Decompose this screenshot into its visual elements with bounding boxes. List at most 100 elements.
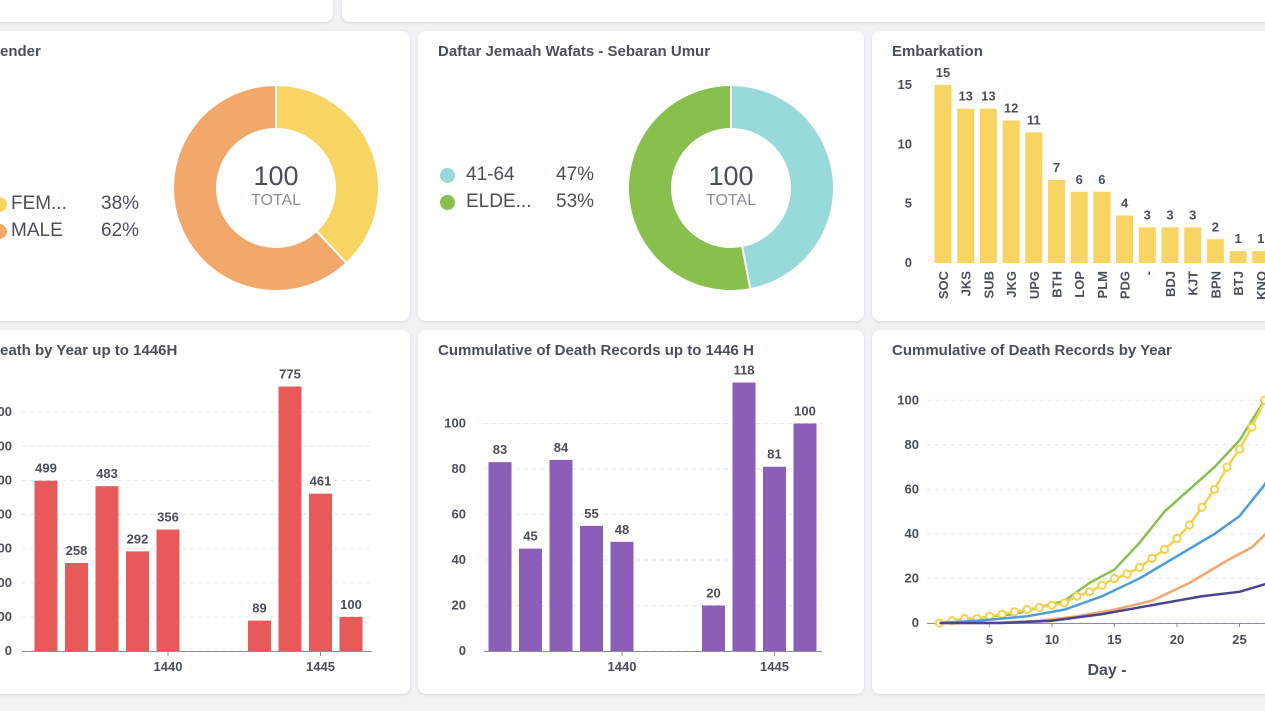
cumulative-by-year-card: Cummulative of Death Records by Year 0 20… bbox=[872, 330, 1265, 694]
bar-1439[interactable] bbox=[126, 551, 149, 651]
data-label: 48 bbox=[615, 522, 629, 537]
legend-pct: 47% bbox=[556, 164, 595, 185]
bar-1439[interactable] bbox=[580, 525, 603, 651]
bar-1444[interactable] bbox=[278, 386, 302, 651]
bar-1440[interactable] bbox=[156, 529, 180, 651]
cumulative-1446-bar-chart[interactable]: 0 20 40 60 80 100 83 45 84 55 48 20 118 81 100 1440 1445 bbox=[418, 330, 864, 694]
bar-1436[interactable] bbox=[34, 480, 58, 651]
x-tick-label: 20 bbox=[1170, 632, 1184, 647]
series-line-2[interactable] bbox=[939, 463, 1265, 625]
x-tick-label: 1445 bbox=[760, 659, 789, 674]
legend-item-male[interactable]: MALE 62% bbox=[0, 220, 160, 244]
x-tick-label: UPG bbox=[1027, 271, 1042, 299]
bar-1446[interactable] bbox=[339, 616, 363, 651]
bar-1437[interactable] bbox=[65, 562, 88, 651]
donut-slice-male[interactable] bbox=[172, 83, 348, 292]
series-point bbox=[1122, 569, 1132, 579]
series-point bbox=[1259, 395, 1265, 405]
embarkation-bar-chart[interactable]: 05101515SOC13JKS13SUB12JKG11UPG7BTH6LOP6… bbox=[872, 31, 1265, 321]
top-card-left bbox=[0, 0, 333, 22]
legend-pct: 38% bbox=[101, 193, 140, 214]
series-point bbox=[1059, 598, 1070, 608]
donut-total-label: TOTAL bbox=[250, 192, 302, 209]
series-point bbox=[1047, 600, 1057, 610]
y-tick-label: 60 bbox=[452, 507, 466, 522]
bar-kno[interactable] bbox=[1252, 251, 1265, 263]
bar-1445[interactable] bbox=[309, 493, 332, 651]
legend-item-elderly[interactable]: ELDE... 53% bbox=[440, 191, 610, 215]
legend-label: ELDE... bbox=[466, 191, 532, 212]
bar-jks[interactable] bbox=[957, 108, 975, 263]
data-label: 1 bbox=[1257, 231, 1264, 246]
donut-slice-elde-[interactable] bbox=[627, 83, 752, 292]
bar-sub[interactable] bbox=[979, 108, 997, 263]
cumulative-by-year-line-chart[interactable]: 0 20 40 60 80 100 5 10 15 20 25 Day - bbox=[872, 330, 1265, 694]
donut-center: 100 TOTAL bbox=[226, 161, 326, 211]
legend-dot bbox=[0, 197, 7, 212]
y-tick-label: 80 bbox=[905, 437, 919, 452]
bar-btj[interactable] bbox=[1229, 251, 1247, 263]
x-axis-label: Day - bbox=[1087, 662, 1126, 679]
legend-item-female[interactable]: FEM... 38% bbox=[0, 193, 160, 217]
bar-1445[interactable] bbox=[763, 466, 786, 651]
series-line-3[interactable] bbox=[939, 523, 1265, 625]
data-label: 258 bbox=[66, 543, 88, 558]
series-point bbox=[1247, 422, 1257, 432]
bar-1443[interactable] bbox=[248, 620, 271, 651]
card-title: Cummulative of Death Records up to 1446 … bbox=[438, 342, 754, 359]
bar-bth[interactable] bbox=[1048, 179, 1065, 263]
x-tick-label: BTJ bbox=[1231, 271, 1246, 296]
data-label: 83 bbox=[493, 442, 507, 457]
age-donut-chart[interactable] bbox=[418, 31, 864, 321]
bar-lop[interactable] bbox=[1070, 191, 1088, 263]
y-tick-label: 0 bbox=[459, 643, 466, 658]
data-label: 3 bbox=[1144, 207, 1151, 222]
data-label: 89 bbox=[252, 601, 266, 616]
bar-1438[interactable] bbox=[549, 459, 573, 651]
data-label: 12 bbox=[1004, 101, 1018, 116]
series-point bbox=[1222, 462, 1232, 472]
bar-pdg[interactable] bbox=[1116, 215, 1134, 264]
data-label: 13 bbox=[958, 89, 972, 104]
gender-donut-chart[interactable] bbox=[0, 31, 410, 321]
data-label: 1 bbox=[1234, 231, 1241, 246]
bar-1437[interactable] bbox=[519, 548, 542, 651]
bar-1436[interactable] bbox=[488, 462, 512, 651]
bar-1438[interactable] bbox=[95, 486, 119, 651]
bar-plm[interactable] bbox=[1093, 191, 1111, 263]
card-title: Cummulative of Death Records by Year bbox=[892, 342, 1172, 359]
y-tick-label: 00 bbox=[0, 609, 12, 624]
data-label: 292 bbox=[127, 531, 149, 546]
bar-jkg[interactable] bbox=[1002, 120, 1020, 264]
card-title: Daftar Jemaah Wafats - Sebaran Umur bbox=[438, 43, 711, 60]
bar-bpn[interactable] bbox=[1206, 239, 1224, 263]
series-point bbox=[997, 609, 1007, 619]
series-line-4[interactable] bbox=[939, 581, 1265, 625]
x-tick-label: KJT bbox=[1186, 271, 1201, 296]
x-tick-label: 1440 bbox=[154, 659, 183, 674]
bar-upg[interactable] bbox=[1025, 132, 1043, 263]
bar-soc[interactable] bbox=[934, 84, 952, 263]
gender-card: ender FEM... 38% MALE 62% 100 TOTAL bbox=[0, 31, 410, 321]
data-label: 100 bbox=[340, 597, 362, 612]
donut-total-label: TOTAL bbox=[705, 192, 757, 209]
x-tick-label: SOC bbox=[936, 270, 951, 299]
series-point bbox=[1234, 444, 1245, 454]
bar-bdj[interactable] bbox=[1161, 227, 1179, 263]
donut-total-value: 100 bbox=[253, 161, 299, 191]
bar-1446[interactable] bbox=[793, 423, 817, 652]
bar-1444[interactable] bbox=[732, 382, 756, 651]
bar-1440[interactable] bbox=[610, 541, 634, 651]
data-label: 461 bbox=[310, 474, 332, 489]
bar--[interactable] bbox=[1138, 227, 1156, 263]
donut-slice-fem-[interactable] bbox=[275, 83, 380, 265]
y-tick-label: 5 bbox=[905, 196, 912, 211]
bar-kjt[interactable] bbox=[1184, 227, 1202, 263]
legend-item-41-64[interactable]: 41-64 47% bbox=[440, 164, 610, 188]
series-line-1[interactable] bbox=[939, 378, 1265, 625]
donut-slice-41-64[interactable] bbox=[730, 83, 835, 291]
x-tick-label: 1440 bbox=[608, 659, 637, 674]
death-by-year-bar-chart[interactable]: 0000000000000004992584832923568977546110… bbox=[0, 330, 410, 694]
data-label: 84 bbox=[554, 440, 569, 455]
bar-1443[interactable] bbox=[702, 605, 725, 652]
